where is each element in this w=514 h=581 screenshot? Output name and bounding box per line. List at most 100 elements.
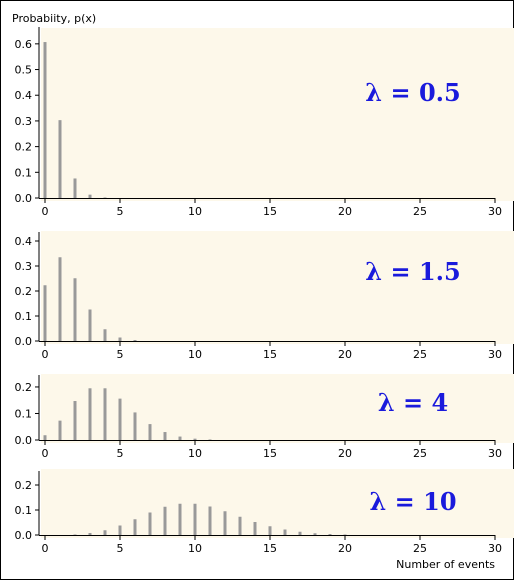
lambda-label: λ = 4: [378, 388, 448, 417]
lambda-label: λ = 10: [369, 487, 456, 516]
bar: [74, 535, 77, 536]
bar: [344, 535, 347, 536]
lambda-label: λ = 1.5: [365, 257, 460, 286]
bar: [164, 432, 167, 440]
x-tick-label: 30: [488, 447, 502, 460]
bar: [74, 278, 77, 341]
bar: [44, 42, 47, 198]
bar: [44, 435, 47, 440]
bar: [299, 532, 302, 535]
y-tick-label: 0.4: [15, 89, 33, 102]
x-tick-label: 5: [117, 348, 124, 361]
bar: [149, 424, 152, 440]
bar: [44, 285, 47, 341]
x-tick-label: 0: [42, 205, 49, 218]
x-tick-label: 10: [188, 348, 202, 361]
y-axis-label: Probabiity, p(x): [12, 12, 96, 25]
y-tick-label: 0.2: [15, 479, 33, 492]
x-tick-label: 0: [42, 542, 49, 555]
y-tick-label: 0.0: [15, 192, 33, 205]
x-tick-label: 20: [338, 205, 352, 218]
bar: [269, 526, 272, 535]
bar: [104, 530, 107, 535]
x-tick-label: 10: [188, 447, 202, 460]
x-tick-label: 30: [488, 348, 502, 361]
bar: [194, 439, 197, 440]
x-tick-label: 25: [413, 348, 427, 361]
chart-panels: 0.0 0.1 0.2 0.3 0.4 0.5 0.6 0 5 10 15 20 25 30 λ = 0.5…: [15, 27, 514, 555]
bar: [119, 338, 122, 342]
x-tick-label: 25: [413, 205, 427, 218]
x-tick-label: 15: [263, 348, 277, 361]
y-tick-label: 0.1: [15, 504, 33, 517]
x-tick-label: 20: [338, 542, 352, 555]
x-tick-label: 15: [263, 205, 277, 218]
x-axis-label: Number of events: [396, 558, 495, 571]
x-tick-label: 30: [488, 542, 502, 555]
y-tick-label: 0.2: [15, 381, 33, 394]
x-tick-label: 20: [338, 348, 352, 361]
x-tick-label: 25: [413, 542, 427, 555]
bar: [209, 439, 212, 440]
bar: [284, 530, 287, 536]
panel-background: [41, 28, 514, 201]
bar: [314, 533, 317, 535]
bar: [89, 388, 92, 440]
y-tick-label: 0.1: [15, 310, 33, 323]
y-tick-label: 0.3: [15, 260, 33, 273]
panel-background: [41, 231, 514, 344]
bar: [134, 340, 137, 341]
chart-panel-4: 0.0 0.1 0.2 0 5 10 15 20 25 30 λ = 10: [15, 469, 514, 555]
bar: [89, 533, 92, 535]
x-tick-label: 15: [263, 447, 277, 460]
x-tick-label: 30: [488, 205, 502, 218]
x-tick-label: 0: [42, 348, 49, 361]
y-tick-label: 0.1: [15, 166, 33, 179]
y-tick-label: 0.3: [15, 115, 33, 128]
bar: [104, 388, 107, 440]
bar: [59, 421, 62, 440]
bar: [134, 412, 137, 440]
x-tick-label: 5: [117, 542, 124, 555]
x-tick-label: 0: [42, 447, 49, 460]
y-tick-label: 0.5: [15, 64, 33, 77]
bar: [89, 195, 92, 198]
bar: [119, 526, 122, 536]
lambda-label: λ = 0.5: [365, 78, 460, 107]
y-tick-label: 0.6: [15, 38, 33, 51]
bar: [59, 120, 62, 198]
bar: [89, 310, 92, 342]
bar: [254, 522, 257, 535]
x-tick-label: 10: [188, 542, 202, 555]
y-tick-label: 0.2: [15, 285, 33, 298]
bar: [59, 257, 62, 341]
bar: [179, 437, 182, 440]
y-tick-label: 0.1: [15, 407, 33, 420]
y-tick-label: 0.0: [15, 434, 33, 447]
x-tick-label: 5: [117, 447, 124, 460]
bar: [149, 513, 152, 536]
bar: [239, 517, 242, 535]
y-tick-label: 0.2: [15, 141, 33, 154]
y-tick-label: 0.0: [15, 529, 33, 542]
y-tick-label: 0.0: [15, 335, 33, 348]
bar: [104, 197, 107, 198]
x-tick-label: 20: [338, 447, 352, 460]
bar: [119, 399, 122, 440]
bar: [74, 178, 77, 198]
bar: [209, 507, 212, 536]
x-tick-label: 15: [263, 542, 277, 555]
bar: [104, 329, 107, 341]
x-tick-label: 10: [188, 205, 202, 218]
bar: [134, 519, 137, 535]
bar: [74, 401, 77, 440]
bar: [224, 511, 227, 535]
bar: [164, 507, 167, 535]
bar: [194, 504, 197, 535]
bar: [179, 504, 182, 535]
